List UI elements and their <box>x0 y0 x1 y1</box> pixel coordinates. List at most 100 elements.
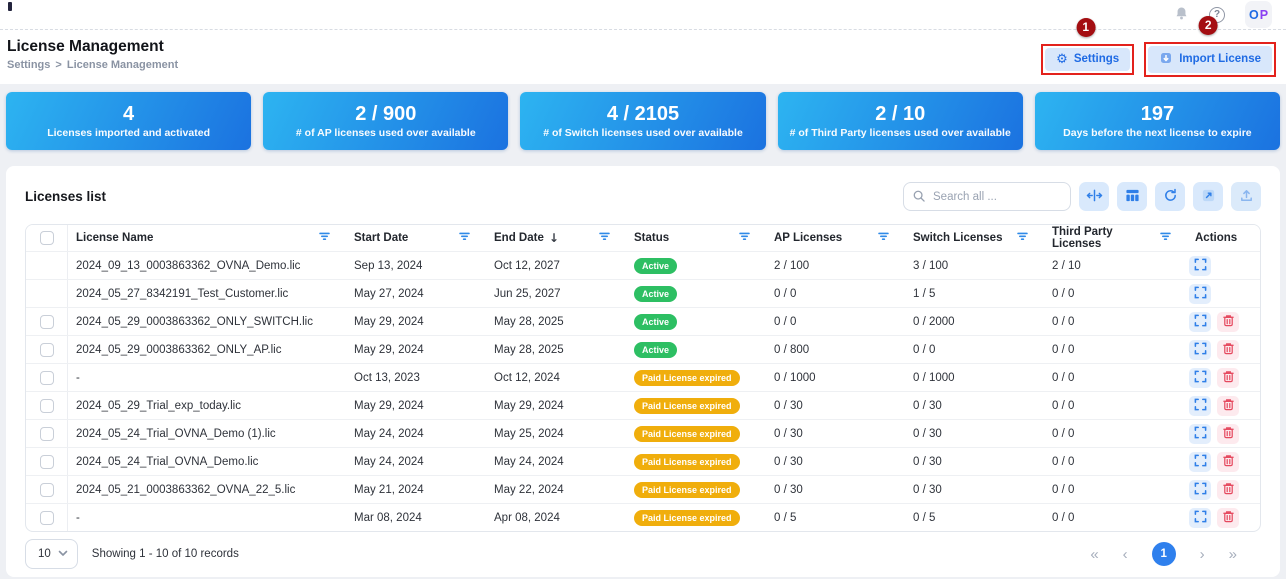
row-checkbox[interactable] <box>39 314 54 329</box>
table-row: 2024_05_29_0003863362_ONLY_SWITCH.lic Ma… <box>26 307 1260 335</box>
delete-row-button[interactable] <box>1217 451 1239 472</box>
delete-row-button[interactable] <box>1217 311 1239 332</box>
stat-label: # of Third Party licenses used over avai… <box>789 126 1011 139</box>
avatar-initial: O <box>1248 7 1259 22</box>
expand-row-button[interactable] <box>1189 395 1211 416</box>
settings-button[interactable]: ⚙ Settings <box>1045 47 1131 71</box>
end-date: Oct 12, 2027 <box>494 259 560 272</box>
ap-licenses: 0 / 0 <box>774 287 797 300</box>
delete-row-button[interactable] <box>1217 479 1239 500</box>
status-badge: Active <box>634 257 678 274</box>
column-header-license-name[interactable]: License Name <box>68 225 346 251</box>
switch-licenses: 0 / 30 <box>913 427 942 440</box>
row-checkbox[interactable] <box>39 370 54 385</box>
column-header-status[interactable]: Status <box>626 225 766 251</box>
third-party-licenses: 0 / 0 <box>1052 371 1075 384</box>
expand-row-button[interactable] <box>1189 479 1211 500</box>
start-date: May 29, 2024 <box>354 343 424 356</box>
filter-icon[interactable] <box>319 232 330 244</box>
import-license-button[interactable]: Import License <box>1148 45 1272 73</box>
license-name: 2024_05_24_Trial_OVNA_Demo.lic <box>76 455 259 468</box>
user-avatar[interactable]: O P <box>1245 1 1272 28</box>
prev-page-button[interactable]: ‹ <box>1122 545 1128 563</box>
table-row: 2024_05_29_Trial_exp_today.lic May 29, 2… <box>26 391 1260 419</box>
expand-row-button[interactable] <box>1189 507 1211 528</box>
filter-icon[interactable] <box>599 232 610 244</box>
last-page-button[interactable]: » <box>1228 545 1237 563</box>
sort-desc-icon[interactable]: ↓ <box>548 231 559 245</box>
expand-row-button[interactable] <box>1189 339 1211 360</box>
search-box <box>903 182 1071 211</box>
table-header-row: License Name Start Date End Date ↓ Statu… <box>26 225 1260 251</box>
next-page-button[interactable]: › <box>1199 545 1205 563</box>
delete-row-button[interactable] <box>1217 395 1239 416</box>
page-size-select[interactable]: 10 <box>25 539 78 569</box>
column-resize-button[interactable] <box>1079 182 1109 211</box>
breadcrumb-item-settings[interactable]: Settings <box>7 58 51 71</box>
expand-row-button[interactable] <box>1189 255 1211 276</box>
page-header-left: License Management Settings > License Ma… <box>7 38 178 71</box>
row-checkbox[interactable] <box>39 426 54 441</box>
filter-icon[interactable] <box>878 232 889 244</box>
column-header-end-date[interactable]: End Date ↓ <box>486 225 626 251</box>
notifications-button[interactable] <box>1174 6 1189 24</box>
refresh-button[interactable] <box>1155 182 1185 211</box>
column-header-switch-licenses[interactable]: Switch Licenses <box>905 225 1044 251</box>
ap-licenses: 0 / 5 <box>774 511 797 524</box>
export-button[interactable] <box>1231 182 1261 211</box>
expand-row-button[interactable] <box>1189 283 1211 304</box>
expand-row-button[interactable] <box>1189 367 1211 388</box>
license-name: 2024_05_29_Trial_exp_today.lic <box>76 399 241 412</box>
table-row: 2024_05_29_0003863362_ONLY_AP.lic May 29… <box>26 335 1260 363</box>
expand-icon <box>1194 258 1207 274</box>
filter-icon[interactable] <box>459 232 470 244</box>
delete-row-button[interactable] <box>1217 339 1239 360</box>
row-checkbox[interactable] <box>39 398 54 413</box>
expand-icon <box>1194 314 1207 330</box>
settings-button-label: Settings <box>1073 53 1120 65</box>
search-input[interactable] <box>903 182 1071 211</box>
status-badge: Active <box>634 341 678 358</box>
row-checkbox[interactable] <box>39 454 54 469</box>
expand-icon <box>1194 482 1207 498</box>
columns-button[interactable] <box>1117 182 1147 211</box>
filter-icon[interactable] <box>739 232 750 244</box>
delete-row-button[interactable] <box>1217 423 1239 444</box>
column-header-ap-licenses[interactable]: AP Licenses <box>766 225 905 251</box>
table-row: 2024_05_24_Trial_OVNA_Demo (1).lic May 2… <box>26 419 1260 447</box>
status-badge: Paid License expired <box>634 397 740 414</box>
ap-licenses: 0 / 30 <box>774 427 803 440</box>
pagination: « ‹ 1 › » <box>1090 542 1237 566</box>
open-external-button[interactable] <box>1193 182 1223 211</box>
column-header-third-party-licenses[interactable]: Third Party Licenses <box>1044 225 1187 251</box>
filter-icon[interactable] <box>1017 232 1028 244</box>
row-checkbox[interactable] <box>39 510 54 525</box>
expand-row-button[interactable] <box>1189 311 1211 332</box>
start-date: May 24, 2024 <box>354 455 424 468</box>
gear-icon: ⚙ <box>1056 51 1068 67</box>
end-date: Apr 08, 2024 <box>494 511 560 524</box>
filter-icon[interactable] <box>1160 232 1171 244</box>
expand-row-button[interactable] <box>1189 423 1211 444</box>
column-header-start-date[interactable]: Start Date <box>346 225 486 251</box>
stat-value: 4 <box>123 102 135 125</box>
delete-row-button[interactable] <box>1217 507 1239 528</box>
license-name: 2024_05_29_0003863362_ONLY_SWITCH.lic <box>76 315 313 328</box>
switch-licenses: 0 / 0 <box>913 343 936 356</box>
ap-licenses: 0 / 30 <box>774 399 803 412</box>
delete-row-button[interactable] <box>1217 367 1239 388</box>
first-page-button[interactable]: « <box>1090 545 1099 563</box>
select-all-checkbox[interactable] <box>39 231 54 245</box>
table-row: 2024_05_21_0003863362_OVNA_22_5.lic May … <box>26 475 1260 503</box>
trash-icon <box>1222 510 1235 526</box>
panel-tools <box>903 182 1261 211</box>
expand-icon <box>1194 286 1207 302</box>
page-header: License Management Settings > License Ma… <box>0 15 1286 84</box>
refresh-icon <box>1163 188 1178 206</box>
row-checkbox[interactable] <box>39 482 54 497</box>
breadcrumb-separator: > <box>55 58 62 71</box>
expand-row-button[interactable] <box>1189 451 1211 472</box>
third-party-licenses: 0 / 0 <box>1052 483 1075 496</box>
current-page-button[interactable]: 1 <box>1151 542 1176 566</box>
row-checkbox[interactable] <box>39 342 54 357</box>
